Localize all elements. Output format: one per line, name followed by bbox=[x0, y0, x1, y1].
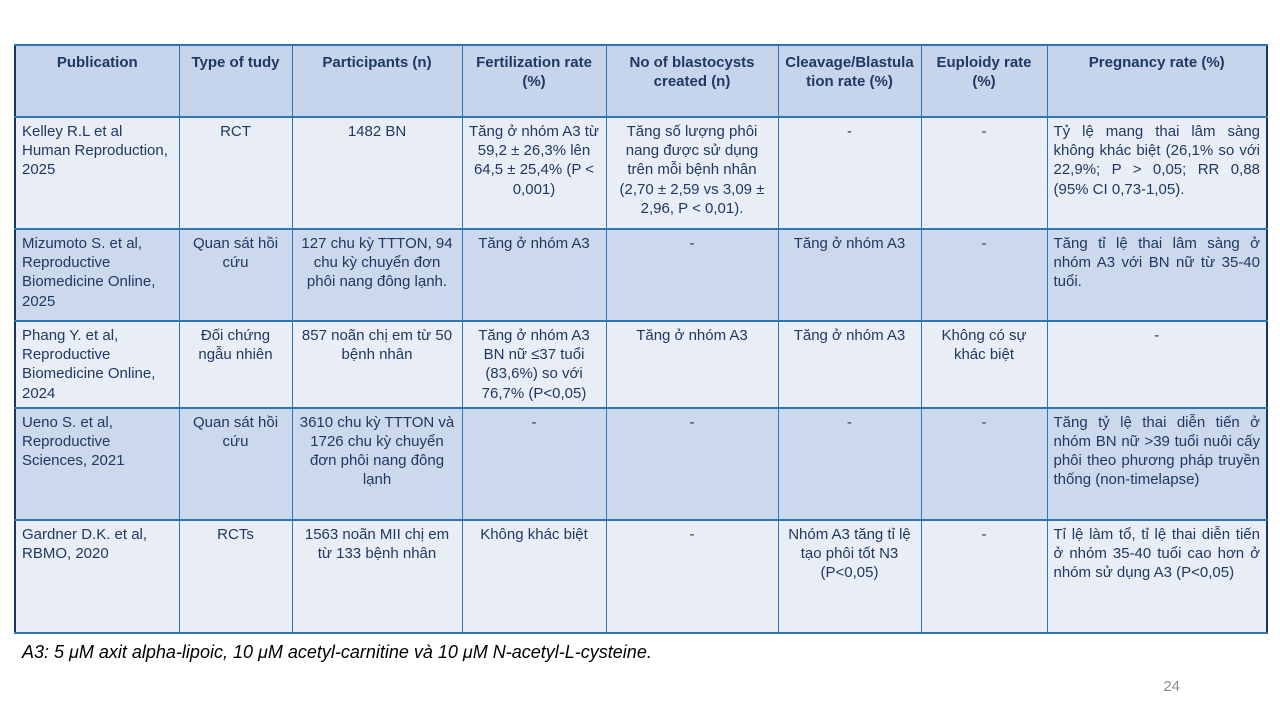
column-header-fertilization-rate: Fertilization rate (%) bbox=[461, 44, 607, 118]
cell-publication: Mizumoto S. et al, Reproductive Biomedic… bbox=[14, 228, 180, 322]
cell-blastocysts: - bbox=[605, 228, 779, 322]
header-row: Publication Type of tudy Participants (n… bbox=[14, 44, 1268, 118]
studies-summary-table: Publication Type of tudy Participants (n… bbox=[14, 44, 1268, 634]
cell-publication: Phang Y. et al, Reproductive Biomedicine… bbox=[14, 320, 180, 409]
column-header-pregnancy-rate: Pregnancy rate (%) bbox=[1046, 44, 1268, 118]
cell-euploidy-rate: Không có sự khác biệt bbox=[920, 320, 1048, 409]
column-header-cleavage-rate: Cleavage/Blastulation rate (%) bbox=[777, 44, 922, 118]
page-number: 24 bbox=[1163, 678, 1180, 695]
table-row: Phang Y. et al, Reproductive Biomedicine… bbox=[14, 320, 1268, 409]
cell-pregnancy-rate: - bbox=[1046, 320, 1268, 409]
cell-blastocysts: - bbox=[605, 518, 779, 634]
cell-pregnancy-rate: Tăng tỷ lệ thai diễn tiến ở nhóm BN nữ >… bbox=[1046, 406, 1268, 521]
column-header-euploidy-rate: Euploidy rate (%) bbox=[920, 44, 1048, 118]
cell-participants: 1563 noãn MII chị em từ 133 bệnh nhân bbox=[291, 518, 463, 634]
table-row: Kelley R.L et al Human Reproduction, 202… bbox=[14, 116, 1268, 230]
cell-pregnancy-rate: Tăng tỉ lệ thai lâm sàng ở nhóm A3 với B… bbox=[1046, 228, 1268, 322]
table-row: Mizumoto S. et al, Reproductive Biomedic… bbox=[14, 228, 1268, 322]
table-header: Publication Type of tudy Participants (n… bbox=[14, 44, 1268, 118]
column-header-study-type: Type of tudy bbox=[178, 44, 293, 118]
table-row: Ueno S. et al, Reproductive Sciences, 20… bbox=[14, 406, 1268, 521]
cell-cleavage-rate: Tăng ở nhóm A3 bbox=[777, 228, 922, 322]
cell-cleavage-rate: - bbox=[777, 406, 922, 521]
cell-study-type: Quan sát hồi cứu bbox=[178, 228, 293, 322]
cell-study-type: Đối chứng ngẫu nhiên bbox=[178, 320, 293, 409]
table-body: Kelley R.L et al Human Reproduction, 202… bbox=[14, 116, 1268, 634]
cell-participants: 3610 chu kỳ TTTON và 1726 chu kỳ chuyển … bbox=[291, 406, 463, 521]
cell-blastocysts: Tăng số lượng phôi nang được sử dụng trê… bbox=[605, 116, 779, 230]
cell-euploidy-rate: - bbox=[920, 228, 1048, 322]
cell-study-type: RCT bbox=[178, 116, 293, 230]
cell-participants: 857 noãn chị em từ 50 bệnh nhân bbox=[291, 320, 463, 409]
cell-fertilization-rate: Không khác biệt bbox=[461, 518, 607, 634]
cell-cleavage-rate: Tăng ở nhóm A3 bbox=[777, 320, 922, 409]
cell-participants: 127 chu kỳ TTTON, 94 chu kỳ chuyển đơn p… bbox=[291, 228, 463, 322]
cell-pregnancy-rate: Tỷ lệ mang thai lâm sàng không khác biệt… bbox=[1046, 116, 1268, 230]
cell-pregnancy-rate: Tỉ lệ làm tổ, tỉ lệ thai diễn tiến ở nhó… bbox=[1046, 518, 1268, 634]
table-row: Gardner D.K. et al, RBMO, 2020 RCTs 1563… bbox=[14, 518, 1268, 634]
cell-euploidy-rate: - bbox=[920, 406, 1048, 521]
cell-publication: Gardner D.K. et al, RBMO, 2020 bbox=[14, 518, 180, 634]
cell-participants: 1482 BN bbox=[291, 116, 463, 230]
cell-cleavage-rate: Nhóm A3 tăng tỉ lệ tạo phôi tốt N3 (P<0,… bbox=[777, 518, 922, 634]
cell-publication: Ueno S. et al, Reproductive Sciences, 20… bbox=[14, 406, 180, 521]
cell-fertilization-rate: Tăng ở nhóm A3 bbox=[461, 228, 607, 322]
cell-study-type: RCTs bbox=[178, 518, 293, 634]
column-header-blastocysts: No of blastocysts created (n) bbox=[605, 44, 779, 118]
cell-blastocysts: Tăng ở nhóm A3 bbox=[605, 320, 779, 409]
cell-blastocysts: - bbox=[605, 406, 779, 521]
cell-fertilization-rate: Tăng ở nhóm A3 từ 59,2 ± 26,3% lên 64,5 … bbox=[461, 116, 607, 230]
cell-fertilization-rate: Tăng ở nhóm A3 BN nữ ≤37 tuổi (83,6%) so… bbox=[461, 320, 607, 409]
cell-euploidy-rate: - bbox=[920, 518, 1048, 634]
cell-euploidy-rate: - bbox=[920, 116, 1048, 230]
footnote-a3-definition: A3: 5 μM axit alpha-lipoic, 10 μM acetyl… bbox=[22, 642, 652, 662]
cell-cleavage-rate: - bbox=[777, 116, 922, 230]
cell-publication: Kelley R.L et al Human Reproduction, 202… bbox=[14, 116, 180, 230]
cell-study-type: Quan sát hồi cứu bbox=[178, 406, 293, 521]
column-header-publication: Publication bbox=[14, 44, 180, 118]
column-header-participants: Participants (n) bbox=[291, 44, 463, 118]
cell-fertilization-rate: - bbox=[461, 406, 607, 521]
